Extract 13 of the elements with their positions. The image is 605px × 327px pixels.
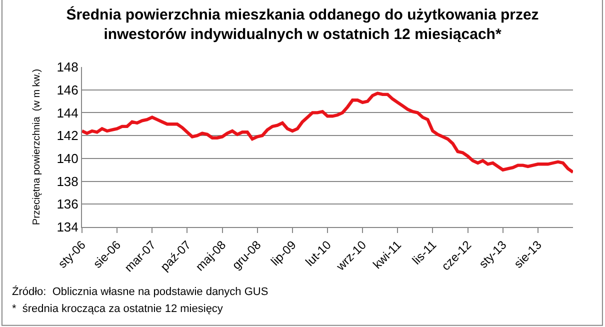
text: Źródło: Oblicznia własne na podstawie danych GUS — [12, 285, 268, 298]
text: * średnia krocząca za ostatnie 12 miesięcy — [12, 303, 224, 315]
y-tick-label: 148 — [56, 60, 78, 75]
y-axis-title: Przeciętna powierzchnia (w m kw.) — [32, 68, 43, 226]
y-tick-label: 144 — [56, 105, 78, 120]
line-series — [82, 92, 573, 174]
chart-title: Średnia powierzchnia mieszkania oddanego do użytkowania przez inwestorów indywidualnych w ostatnich 12 miesiącach* — [66, 6, 539, 44]
y-tick-label: 136 — [56, 196, 78, 212]
y-tick-label: 138 — [56, 174, 78, 189]
y-tick-label: 146 — [56, 82, 78, 98]
y-tick-label: 142 — [56, 128, 78, 144]
y-tick-label: 140 — [56, 150, 78, 166]
y-tick-label: 134 — [56, 220, 78, 235]
